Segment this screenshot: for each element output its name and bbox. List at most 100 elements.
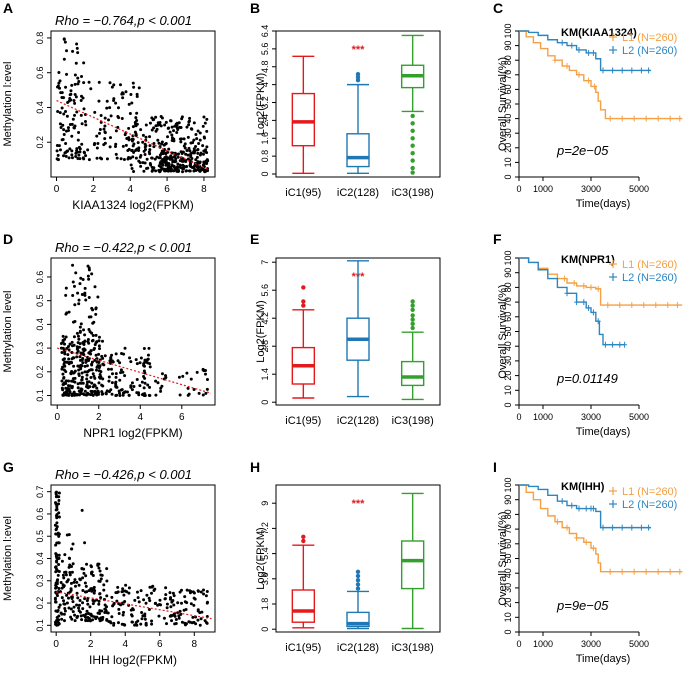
data-point <box>112 83 116 87</box>
data-point <box>78 577 82 581</box>
data-point <box>97 99 101 103</box>
data-point <box>95 386 99 390</box>
data-point <box>70 149 74 153</box>
data-point <box>74 392 78 396</box>
y-axis-label: Methylation l:evel <box>2 516 14 601</box>
box-group: iC2(128) <box>337 260 379 427</box>
data-point <box>81 392 85 396</box>
data-point <box>144 135 148 139</box>
data-point <box>75 46 79 50</box>
data-point <box>83 581 87 585</box>
data-point <box>65 72 69 76</box>
data-point <box>148 144 152 148</box>
y-tick-label: 0.2 <box>35 366 45 379</box>
data-point <box>73 369 77 373</box>
data-point <box>164 120 168 124</box>
data-point <box>102 588 106 592</box>
data-point <box>95 146 99 150</box>
data-point <box>142 369 146 373</box>
data-point <box>60 596 64 600</box>
data-point <box>83 370 87 374</box>
data-point <box>72 580 76 584</box>
x-tick-label: 5000 <box>629 639 649 649</box>
data-point <box>135 377 139 381</box>
data-point <box>89 613 93 617</box>
data-point <box>170 163 174 167</box>
data-point <box>69 89 73 93</box>
data-point <box>67 379 71 383</box>
km-curve <box>519 30 683 120</box>
data-point <box>61 372 65 376</box>
data-point <box>122 352 126 356</box>
data-point <box>165 157 169 161</box>
data-point <box>72 371 76 375</box>
data-point <box>73 613 77 617</box>
data-point <box>132 169 136 173</box>
panel-g: G 0.1 0.2 0.3 0.4 0.5 0.6 0.7 Methylation l:evel… <box>2 459 216 667</box>
data-point <box>103 116 107 120</box>
data-point <box>135 95 139 99</box>
x-category-label: iC3(198) <box>392 187 434 199</box>
data-point <box>83 286 87 290</box>
data-point <box>139 622 143 626</box>
data-point <box>92 599 96 603</box>
data-point <box>94 353 98 357</box>
data-point <box>97 369 101 373</box>
data-point <box>111 604 115 608</box>
data-point <box>55 507 59 511</box>
data-point <box>93 285 97 289</box>
data-point <box>70 597 74 601</box>
data-point <box>58 122 62 126</box>
data-point <box>140 380 144 384</box>
data-point <box>128 156 132 160</box>
data-point <box>67 156 71 160</box>
data-point <box>67 606 71 610</box>
data-point <box>83 291 87 295</box>
data-point <box>108 359 112 363</box>
data-point <box>84 612 88 616</box>
data-point <box>164 593 168 597</box>
data-point <box>188 164 192 168</box>
data-point <box>95 134 99 138</box>
data-point <box>121 96 125 100</box>
data-point <box>166 164 170 168</box>
data-point <box>116 359 120 363</box>
legend-label: L2 (N=260) <box>622 499 677 511</box>
data-point <box>170 133 174 137</box>
data-point <box>159 124 163 128</box>
data-point <box>68 556 72 560</box>
y-tick-label: 0.3 <box>35 342 45 355</box>
data-point <box>63 607 67 611</box>
data-point <box>189 141 193 145</box>
y-tick-label: 2.4 <box>260 114 270 127</box>
data-point <box>161 152 165 156</box>
data-point <box>93 110 97 114</box>
data-point <box>144 601 148 605</box>
data-point <box>68 391 72 395</box>
data-point <box>102 127 106 131</box>
data-point <box>192 147 196 151</box>
data-point <box>187 120 191 124</box>
data-point <box>191 615 195 619</box>
box-outlier <box>301 285 306 290</box>
data-point <box>100 390 104 394</box>
data-point <box>70 361 74 365</box>
data-point <box>121 613 125 617</box>
data-point <box>150 156 154 160</box>
x-tick-label: 1000 <box>533 639 553 649</box>
data-point <box>140 611 144 615</box>
data-point <box>70 344 74 348</box>
x-tick-label: 3000 <box>581 412 601 422</box>
data-point <box>62 57 66 61</box>
data-point <box>176 155 180 159</box>
data-point <box>157 614 161 618</box>
data-point <box>90 272 94 276</box>
data-point <box>100 157 104 161</box>
data-point <box>64 154 68 158</box>
data-point <box>71 49 75 53</box>
data-point <box>57 605 61 609</box>
box-body <box>400 360 425 387</box>
data-point <box>99 573 103 577</box>
data-point <box>82 328 86 332</box>
data-point <box>154 124 158 128</box>
